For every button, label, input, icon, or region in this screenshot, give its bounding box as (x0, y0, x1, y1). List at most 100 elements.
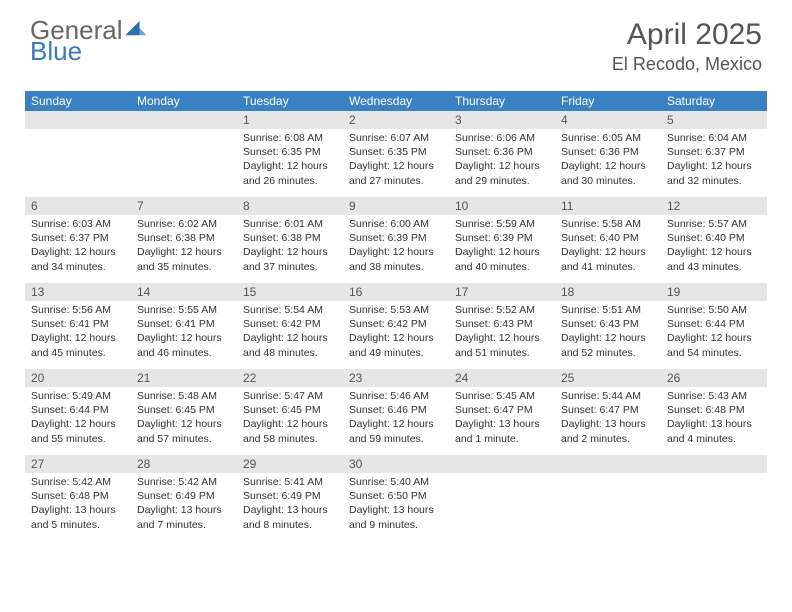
weekday-header: Wednesday (343, 91, 449, 111)
day-details: Sunrise: 5:46 AMSunset: 6:46 PMDaylight:… (343, 387, 449, 450)
sunset-text: Sunset: 6:44 PM (31, 403, 125, 417)
brand-logo: GeneralBlue (30, 18, 147, 63)
day-details: Sunrise: 5:52 AMSunset: 6:43 PMDaylight:… (449, 301, 555, 364)
day-number: 22 (237, 369, 343, 387)
weekday-header: Sunday (25, 91, 131, 111)
calendar-day-cell (661, 455, 767, 541)
calendar-week-row: 20Sunrise: 5:49 AMSunset: 6:44 PMDayligh… (25, 369, 767, 455)
weekday-header: Monday (131, 91, 237, 111)
day-details: Sunrise: 5:40 AMSunset: 6:50 PMDaylight:… (343, 473, 449, 536)
daylight-text: Daylight: 12 hours and 29 minutes. (455, 159, 549, 187)
day-details: Sunrise: 6:07 AMSunset: 6:35 PMDaylight:… (343, 129, 449, 192)
sunset-text: Sunset: 6:35 PM (349, 145, 443, 159)
sunrise-text: Sunrise: 6:06 AM (455, 131, 549, 145)
daylight-text: Daylight: 13 hours and 8 minutes. (243, 503, 337, 531)
sunset-text: Sunset: 6:49 PM (137, 489, 231, 503)
sunrise-text: Sunrise: 5:54 AM (243, 303, 337, 317)
sunset-text: Sunset: 6:41 PM (31, 317, 125, 331)
day-details: Sunrise: 5:43 AMSunset: 6:48 PMDaylight:… (661, 387, 767, 450)
calendar-day-cell: 19Sunrise: 5:50 AMSunset: 6:44 PMDayligh… (661, 283, 767, 369)
daylight-text: Daylight: 12 hours and 26 minutes. (243, 159, 337, 187)
sunrise-text: Sunrise: 5:51 AM (561, 303, 655, 317)
calendar-day-cell (131, 111, 237, 197)
daylight-text: Daylight: 12 hours and 58 minutes. (243, 417, 337, 445)
calendar-day-cell: 9Sunrise: 6:00 AMSunset: 6:39 PMDaylight… (343, 197, 449, 283)
calendar-day-cell: 3Sunrise: 6:06 AMSunset: 6:36 PMDaylight… (449, 111, 555, 197)
calendar-day-cell: 22Sunrise: 5:47 AMSunset: 6:45 PMDayligh… (237, 369, 343, 455)
daylight-text: Daylight: 12 hours and 34 minutes. (31, 245, 125, 273)
day-details: Sunrise: 5:42 AMSunset: 6:49 PMDaylight:… (131, 473, 237, 536)
calendar-day-cell: 12Sunrise: 5:57 AMSunset: 6:40 PMDayligh… (661, 197, 767, 283)
calendar-day-cell: 14Sunrise: 5:55 AMSunset: 6:41 PMDayligh… (131, 283, 237, 369)
sunset-text: Sunset: 6:41 PM (137, 317, 231, 331)
day-number: 29 (237, 455, 343, 473)
day-details: Sunrise: 5:54 AMSunset: 6:42 PMDaylight:… (237, 301, 343, 364)
calendar-day-cell: 1Sunrise: 6:08 AMSunset: 6:35 PMDaylight… (237, 111, 343, 197)
day-details: Sunrise: 5:48 AMSunset: 6:45 PMDaylight:… (131, 387, 237, 450)
calendar-day-cell: 27Sunrise: 5:42 AMSunset: 6:48 PMDayligh… (25, 455, 131, 541)
day-details: Sunrise: 5:41 AMSunset: 6:49 PMDaylight:… (237, 473, 343, 536)
daylight-text: Daylight: 12 hours and 49 minutes. (349, 331, 443, 359)
sunset-text: Sunset: 6:37 PM (31, 231, 125, 245)
sunset-text: Sunset: 6:35 PM (243, 145, 337, 159)
calendar-day-cell: 11Sunrise: 5:58 AMSunset: 6:40 PMDayligh… (555, 197, 661, 283)
calendar-table: Sunday Monday Tuesday Wednesday Thursday… (25, 91, 767, 541)
daylight-text: Daylight: 12 hours and 38 minutes. (349, 245, 443, 273)
daylight-text: Daylight: 12 hours and 51 minutes. (455, 331, 549, 359)
day-details: Sunrise: 6:06 AMSunset: 6:36 PMDaylight:… (449, 129, 555, 192)
calendar-day-cell: 8Sunrise: 6:01 AMSunset: 6:38 PMDaylight… (237, 197, 343, 283)
calendar-week-row: 1Sunrise: 6:08 AMSunset: 6:35 PMDaylight… (25, 111, 767, 197)
sunrise-text: Sunrise: 6:02 AM (137, 217, 231, 231)
day-number: 24 (449, 369, 555, 387)
sunrise-text: Sunrise: 5:44 AM (561, 389, 655, 403)
calendar-day-cell: 7Sunrise: 6:02 AMSunset: 6:38 PMDaylight… (131, 197, 237, 283)
sunset-text: Sunset: 6:48 PM (31, 489, 125, 503)
sunrise-text: Sunrise: 5:52 AM (455, 303, 549, 317)
calendar-day-cell: 29Sunrise: 5:41 AMSunset: 6:49 PMDayligh… (237, 455, 343, 541)
day-details: Sunrise: 5:56 AMSunset: 6:41 PMDaylight:… (25, 301, 131, 364)
weekday-header: Saturday (661, 91, 767, 111)
day-number: 30 (343, 455, 449, 473)
sunset-text: Sunset: 6:40 PM (561, 231, 655, 245)
sunset-text: Sunset: 6:39 PM (455, 231, 549, 245)
calendar-day-cell: 28Sunrise: 5:42 AMSunset: 6:49 PMDayligh… (131, 455, 237, 541)
calendar-day-cell: 17Sunrise: 5:52 AMSunset: 6:43 PMDayligh… (449, 283, 555, 369)
sunset-text: Sunset: 6:36 PM (455, 145, 549, 159)
day-details: Sunrise: 6:01 AMSunset: 6:38 PMDaylight:… (237, 215, 343, 278)
day-number: 8 (237, 197, 343, 215)
sunset-text: Sunset: 6:40 PM (667, 231, 761, 245)
sunset-text: Sunset: 6:42 PM (243, 317, 337, 331)
brand-part2: Blue (30, 39, 147, 64)
calendar-day-cell (25, 111, 131, 197)
calendar-day-cell: 2Sunrise: 6:07 AMSunset: 6:35 PMDaylight… (343, 111, 449, 197)
day-details: Sunrise: 5:53 AMSunset: 6:42 PMDaylight:… (343, 301, 449, 364)
day-number: 15 (237, 283, 343, 301)
daylight-text: Daylight: 12 hours and 30 minutes. (561, 159, 655, 187)
daylight-text: Daylight: 12 hours and 55 minutes. (31, 417, 125, 445)
sunrise-text: Sunrise: 5:46 AM (349, 389, 443, 403)
calendar-week-row: 13Sunrise: 5:56 AMSunset: 6:41 PMDayligh… (25, 283, 767, 369)
calendar-day-cell: 6Sunrise: 6:03 AMSunset: 6:37 PMDaylight… (25, 197, 131, 283)
daylight-text: Daylight: 13 hours and 7 minutes. (137, 503, 231, 531)
calendar-day-cell: 21Sunrise: 5:48 AMSunset: 6:45 PMDayligh… (131, 369, 237, 455)
day-details: Sunrise: 5:58 AMSunset: 6:40 PMDaylight:… (555, 215, 661, 278)
day-number: 25 (555, 369, 661, 387)
daylight-text: Daylight: 12 hours and 35 minutes. (137, 245, 231, 273)
sunrise-text: Sunrise: 6:00 AM (349, 217, 443, 231)
sunset-text: Sunset: 6:49 PM (243, 489, 337, 503)
calendar-day-cell: 18Sunrise: 5:51 AMSunset: 6:43 PMDayligh… (555, 283, 661, 369)
sunrise-text: Sunrise: 5:41 AM (243, 475, 337, 489)
calendar-day-cell: 26Sunrise: 5:43 AMSunset: 6:48 PMDayligh… (661, 369, 767, 455)
sunrise-text: Sunrise: 5:43 AM (667, 389, 761, 403)
calendar-day-cell (555, 455, 661, 541)
day-number: 14 (131, 283, 237, 301)
day-number: 3 (449, 111, 555, 129)
day-number (25, 111, 131, 129)
day-number (131, 111, 237, 129)
day-number: 16 (343, 283, 449, 301)
day-number: 27 (25, 455, 131, 473)
header: GeneralBlue April 2025 El Recodo, Mexico (0, 0, 792, 83)
day-details: Sunrise: 6:08 AMSunset: 6:35 PMDaylight:… (237, 129, 343, 192)
sunset-text: Sunset: 6:45 PM (137, 403, 231, 417)
sunset-text: Sunset: 6:43 PM (561, 317, 655, 331)
